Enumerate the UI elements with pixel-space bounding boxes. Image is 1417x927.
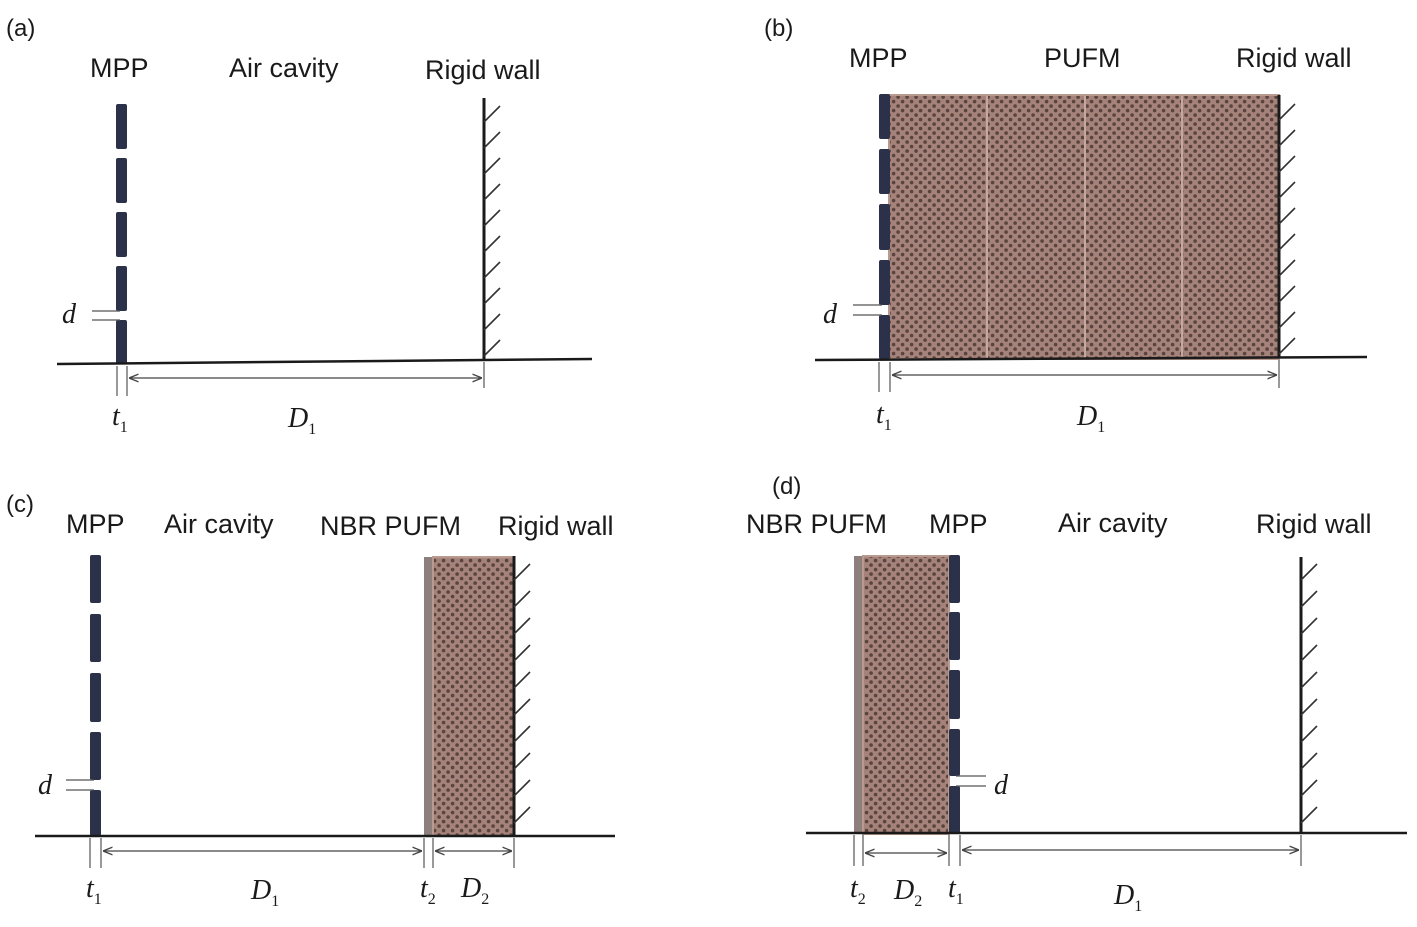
panel-b-D1-label: D1 [1076, 401, 1105, 436]
panel-d-foam-label: NBR PUFM [746, 509, 887, 539]
panel-a-mpp-label: MPP [90, 53, 149, 83]
panel-c-mpp-plate [90, 555, 101, 836]
panel-c-foam-label: NBR PUFM [320, 511, 461, 541]
panel-b-tag: (b) [764, 15, 793, 42]
panel-b-mpp-plate [879, 94, 890, 359]
panel-c-D2-label: D2 [460, 873, 489, 908]
panel-a-tag: (a) [6, 15, 35, 42]
panel-d-D2-label: D2 [893, 875, 922, 910]
panel-c-D1-label: D1 [250, 875, 279, 910]
panel-b-t1-label: t1 [876, 399, 892, 434]
panel-c-perforation-marker [66, 779, 94, 791]
panel-c-mpp-label: MPP [66, 509, 125, 539]
panel-b: (b) MPP PUFM Rigid wall d [764, 15, 1368, 436]
panel-c: (c) MPP Air cavity NBR PUFM Rigid wall d [6, 491, 615, 910]
panel-d-mpp-label: MPP [929, 509, 988, 539]
panel-c-t1-label: t1 [86, 873, 102, 908]
panel-d-t2-label: t2 [850, 873, 866, 908]
panel-b-pufm-layer [888, 94, 1280, 360]
panel-a-cavity-label: Air cavity [229, 53, 339, 83]
panel-c-cavity-label: Air cavity [164, 509, 274, 539]
panel-d-D1-label: D1 [1113, 880, 1142, 915]
panel-b-wall-hatching [1278, 103, 1296, 355]
panel-c-nbr-facing-layer [424, 557, 433, 836]
panel-c-t2-label: t2 [420, 873, 436, 908]
panel-c-wall-label: Rigid wall [498, 511, 614, 541]
panel-a-baseline [56, 357, 593, 366]
panel-d-pufm-layer [862, 555, 950, 835]
panel-b-d-label: d [823, 299, 838, 330]
panel-d-wall-hatching [1300, 563, 1318, 824]
panel-b-dimension-lines [878, 360, 1280, 392]
panel-b-perforation-marker [853, 304, 882, 316]
panel-b-baseline [814, 355, 1368, 362]
panel-b-foam-label: PUFM [1044, 43, 1121, 73]
panel-c-d-label: d [38, 770, 53, 801]
panel-d-t1-label: t1 [948, 873, 964, 908]
panel-a-perforation-marker [92, 310, 120, 321]
panel-b-wall-label: Rigid wall [1236, 43, 1352, 73]
panel-d-cavity-label: Air cavity [1058, 508, 1168, 538]
panel-c-wall-hatching [513, 563, 531, 824]
panel-d-perforation-marker [956, 775, 986, 787]
panel-c-tag: (c) [6, 491, 34, 518]
panel-a: (a) MPP Air cavity Rigid wall d [6, 15, 593, 438]
panel-a-t1-label: t1 [112, 401, 128, 436]
panel-d: (d) NBR PUFM MPP Air cavity Rigid wall d [746, 473, 1407, 915]
panel-c-pufm-layer [432, 556, 515, 837]
panel-d-d-label: d [994, 770, 1009, 801]
panel-d-tag: (d) [772, 473, 801, 500]
panel-d-nbr-facing-layer [854, 556, 863, 834]
panel-a-mpp-plate [116, 104, 127, 364]
panel-d-mpp-plate [949, 555, 960, 834]
panel-a-wall-label: Rigid wall [425, 55, 541, 85]
panel-a-d-label: d [62, 299, 77, 330]
panel-a-dimension-lines [116, 362, 485, 396]
panel-d-dimension-lines [853, 835, 1302, 866]
panel-c-dimension-lines [89, 838, 515, 868]
panel-d-wall-label: Rigid wall [1256, 509, 1372, 539]
panel-b-mpp-label: MPP [849, 43, 908, 73]
panel-a-wall-hatching [483, 105, 501, 357]
panel-a-D1-label: D1 [287, 403, 316, 438]
